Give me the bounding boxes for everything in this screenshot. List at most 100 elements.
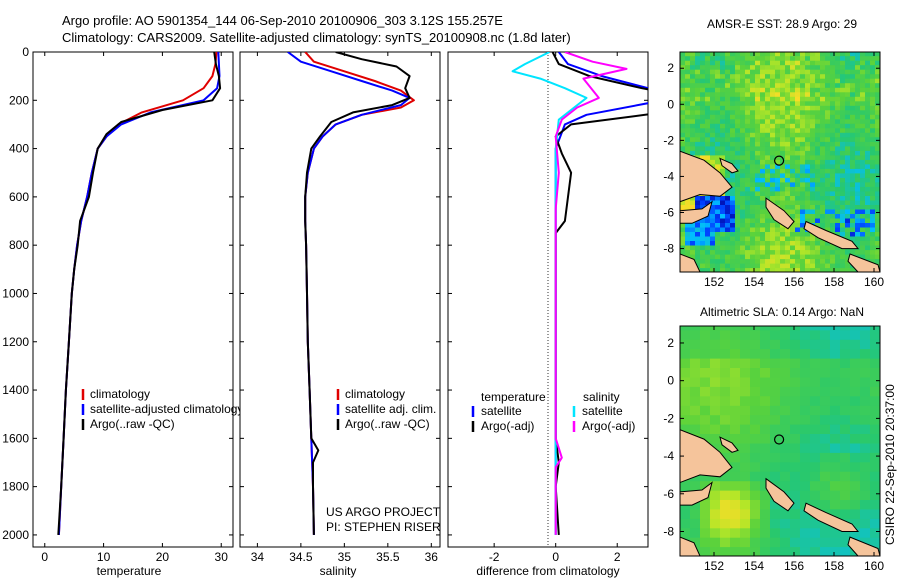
map-cell xyxy=(785,100,791,106)
map-cell xyxy=(730,367,741,378)
map-cell xyxy=(790,127,796,133)
map-cell xyxy=(825,190,831,196)
map-cell xyxy=(825,186,831,192)
map-cell xyxy=(710,395,721,406)
map-cell xyxy=(845,208,851,214)
map-cell xyxy=(720,518,731,529)
map-cell xyxy=(750,546,761,556)
map-cell xyxy=(825,240,831,246)
map-cell xyxy=(760,60,766,66)
map-cell xyxy=(830,204,836,210)
map-cell xyxy=(750,508,761,519)
map-cell xyxy=(710,254,716,260)
map-cell xyxy=(730,376,741,387)
map-cell xyxy=(730,490,741,500)
map-cell xyxy=(760,424,771,434)
map-cell xyxy=(705,105,711,111)
map-cell xyxy=(840,348,851,359)
map-cell xyxy=(860,118,866,124)
map-cell xyxy=(725,60,731,66)
map-cell xyxy=(855,64,861,70)
map-cell xyxy=(845,190,851,196)
map-cell xyxy=(770,348,781,359)
map-cell xyxy=(715,249,721,255)
map-cell xyxy=(765,222,771,228)
map-cell xyxy=(710,109,716,115)
map-cell xyxy=(680,480,691,491)
map-cell xyxy=(820,172,826,178)
map-cell xyxy=(800,118,806,124)
map-cell xyxy=(810,82,816,88)
map-cell xyxy=(845,226,851,232)
map-cell xyxy=(750,141,756,147)
map-cell xyxy=(875,123,880,129)
map-cell xyxy=(735,87,741,93)
map-cell xyxy=(730,339,741,350)
map-cell xyxy=(735,240,741,246)
map-cell xyxy=(775,69,781,75)
map-cell xyxy=(850,414,861,425)
map-cell xyxy=(830,376,841,387)
map-cell xyxy=(755,226,761,232)
map-cell xyxy=(835,127,841,133)
map-cell xyxy=(765,254,771,260)
map-cell xyxy=(740,424,751,434)
map-cell xyxy=(835,222,841,228)
map-cell xyxy=(855,199,861,205)
map-cell xyxy=(770,240,776,246)
map-cell xyxy=(755,109,761,115)
map-cell xyxy=(810,424,821,434)
map-cell xyxy=(840,204,846,210)
map-cell xyxy=(870,329,880,340)
map-cell xyxy=(875,226,880,232)
map-cell xyxy=(765,177,771,183)
map-cell xyxy=(715,254,721,260)
map-cell xyxy=(800,414,811,425)
map-cell xyxy=(745,177,751,183)
map-cell xyxy=(725,123,731,129)
map-cell xyxy=(700,326,711,331)
map-cell xyxy=(855,186,861,192)
map-cell xyxy=(825,105,831,111)
map-cell xyxy=(810,181,816,187)
map-cell xyxy=(755,263,761,269)
map-cell xyxy=(820,480,831,491)
map-cell xyxy=(730,405,741,416)
map-cell xyxy=(770,190,776,196)
map-cell xyxy=(780,258,786,264)
map-cell xyxy=(800,60,806,66)
map-cell xyxy=(805,159,811,165)
map-cell xyxy=(835,217,841,223)
legend-group-title: salinity xyxy=(583,390,620,404)
map-cell xyxy=(875,186,880,192)
map-cell xyxy=(800,461,811,472)
map-cell xyxy=(720,405,731,416)
map-cell xyxy=(720,52,726,57)
map-cell xyxy=(710,527,721,538)
map-cell xyxy=(680,367,691,378)
map-cell xyxy=(720,499,731,510)
map-cell xyxy=(710,73,716,79)
map-cell xyxy=(780,249,786,255)
map-cell xyxy=(735,204,741,210)
map-cell xyxy=(780,358,791,368)
map-cell xyxy=(795,181,801,187)
map-cell xyxy=(720,141,726,147)
map-cell xyxy=(800,508,811,519)
map-cell xyxy=(860,222,866,228)
map-cell xyxy=(715,217,721,223)
map-cell xyxy=(740,471,751,482)
map-cell xyxy=(725,263,731,269)
credit-line-1: US ARGO PROJECT xyxy=(326,505,441,519)
map-cell xyxy=(840,222,846,228)
map-cell xyxy=(760,199,766,205)
map-cell xyxy=(860,100,866,106)
map-cell xyxy=(790,177,796,183)
map-cell xyxy=(790,105,796,111)
map-cell xyxy=(740,82,746,88)
map-cell xyxy=(740,208,746,214)
map-cell xyxy=(725,87,731,93)
map-cell xyxy=(855,235,861,241)
map-cell xyxy=(850,52,856,57)
map-cell xyxy=(695,114,701,120)
